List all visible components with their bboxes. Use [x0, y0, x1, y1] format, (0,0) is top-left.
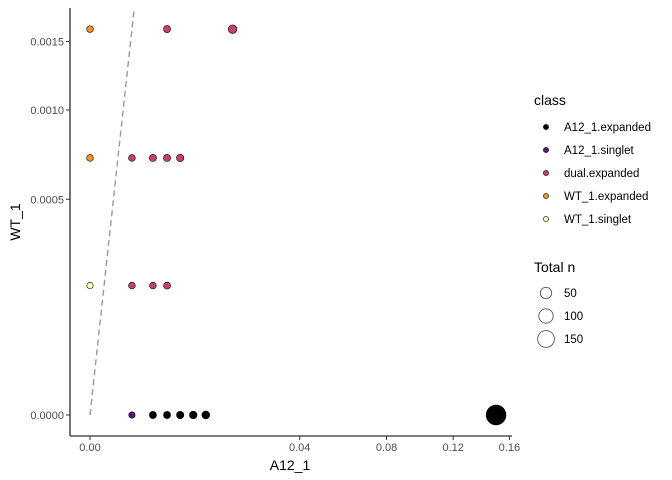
point-wt-1-expanded	[86, 154, 94, 162]
size-legend-label: 50	[564, 288, 577, 300]
point-a12-1-expanded	[485, 404, 507, 426]
point-dual-expanded	[163, 281, 171, 290]
color-legend-key	[543, 193, 549, 199]
x-tick-label: 0.12	[442, 442, 463, 454]
point-a12-1-expanded	[189, 410, 198, 420]
point-a12-1-expanded	[149, 411, 157, 419]
color-legend-label: dual.expanded	[564, 168, 639, 180]
color-legend-items: A12_1.expanded A12_1.singlet dual.expanded…	[543, 122, 651, 226]
reference-line	[89, 11, 135, 416]
axes-layer: 0.00 0.04 0.08 0.12 0.16 0.0000 0.0005 0.0010 0.…	[30, 8, 520, 454]
point-dual-expanded	[128, 154, 136, 162]
y-axis-title: WT_1	[7, 203, 23, 241]
size-legend-label: 100	[564, 311, 583, 323]
x-tick-label: 0.16	[499, 442, 520, 454]
color-legend-label: A12_1.expanded	[564, 122, 651, 134]
points-layer	[86, 24, 507, 426]
x-tick-label: 0.00	[79, 442, 100, 454]
point-dual-expanded	[176, 153, 185, 162]
size-legend-label: 150	[564, 334, 583, 346]
legend: class A12_1.expanded A12_1.singlet dual.ex…	[534, 92, 651, 348]
color-legend-key	[543, 170, 549, 176]
x-axis-title: A12_1	[270, 457, 311, 473]
point-wt-1-expanded	[86, 25, 94, 33]
size-legend-title: Total n	[534, 259, 575, 275]
y-tick-label: 0.0010	[30, 105, 64, 117]
y-tick-label: 0.0005	[30, 194, 64, 206]
color-legend-label: WT_1.expanded	[564, 191, 648, 203]
size-legend-items: 50 100 150	[537, 286, 583, 348]
point-dual-expanded	[163, 25, 171, 33]
color-legend-key	[543, 147, 549, 153]
point-dual-expanded	[163, 154, 171, 162]
y-tick-label: 0.0000	[30, 410, 64, 422]
point-wt-1-singlet	[86, 282, 94, 290]
point-a12-1-singlet	[128, 411, 136, 419]
size-legend-key	[538, 308, 554, 324]
point-a12-1-expanded	[163, 411, 171, 419]
y-tick-label: 0.0015	[30, 36, 64, 48]
point-dual-expanded	[128, 281, 136, 290]
point-dual-expanded	[149, 154, 157, 162]
x-tick-label: 0.04	[289, 442, 310, 454]
point-dual-expanded	[149, 281, 157, 290]
color-legend-label: A12_1.singlet	[564, 145, 634, 157]
size-legend-key	[539, 286, 553, 300]
reference-line-layer	[89, 11, 135, 416]
color-legend-label: WT_1.singlet	[564, 214, 632, 226]
color-legend-title: class	[534, 92, 566, 108]
size-legend-key	[537, 330, 555, 348]
color-legend-key	[543, 216, 549, 222]
point-dual-expanded	[228, 24, 238, 34]
x-tick-label: 0.08	[376, 442, 397, 454]
color-legend-key	[543, 124, 549, 130]
point-a12-1-expanded	[176, 411, 185, 419]
point-a12-1-expanded	[201, 410, 211, 420]
